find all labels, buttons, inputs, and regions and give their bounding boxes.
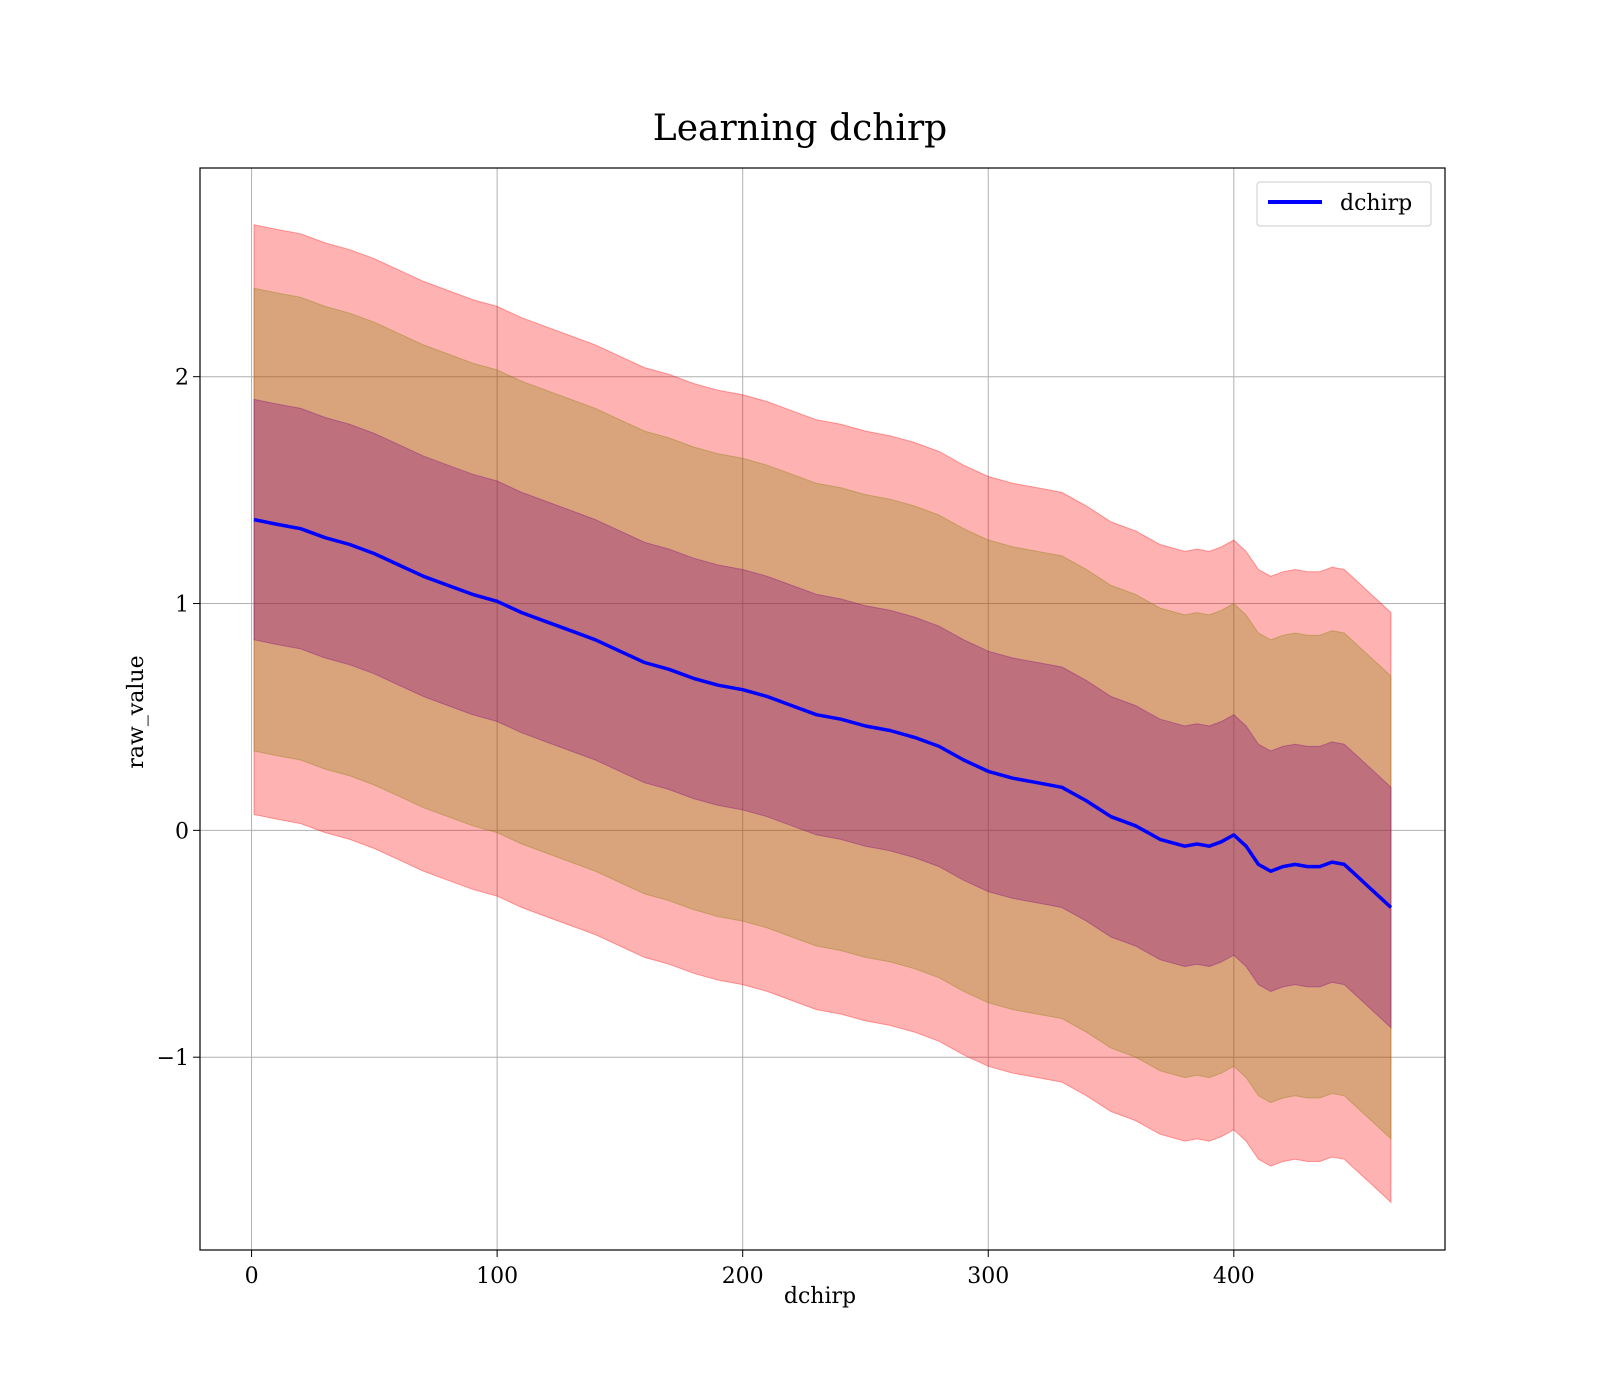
legend: dchirp [1256, 181, 1432, 227]
plot-frame [199, 167, 1446, 1251]
y-axis-label: raw_value [124, 655, 149, 768]
y-tick-label: 1 [175, 593, 189, 618]
confidence-bands [253, 224, 1392, 1204]
x-tick-label: 100 [476, 1264, 518, 1289]
y-tick-label: 0 [175, 819, 189, 844]
series-lines [253, 517, 1393, 909]
legend-entry-dchirp: dchirp [1340, 191, 1412, 216]
x-tick-label: 300 [967, 1264, 1009, 1289]
band-1 [253, 287, 1392, 1141]
y-tick-label: 2 [175, 366, 189, 391]
legend-box [1256, 181, 1432, 227]
y-tick-label: −1 [157, 1046, 189, 1071]
series-line-dchirp [253, 517, 1393, 909]
band-0 [253, 224, 1392, 1204]
x-axis-ticks: 0 100 200 300 400 [245, 1250, 1255, 1289]
x-axis-label: dchirp [784, 1284, 856, 1309]
chart-title: Learning dchirp [653, 108, 947, 149]
band-2 [253, 398, 1392, 1029]
y-axis-ticks: −1 0 1 2 [157, 366, 200, 1071]
x-tick-label: 200 [722, 1264, 764, 1289]
grid [200, 168, 1445, 1250]
x-tick-label: 400 [1213, 1264, 1255, 1289]
x-tick-label: 0 [245, 1264, 259, 1289]
